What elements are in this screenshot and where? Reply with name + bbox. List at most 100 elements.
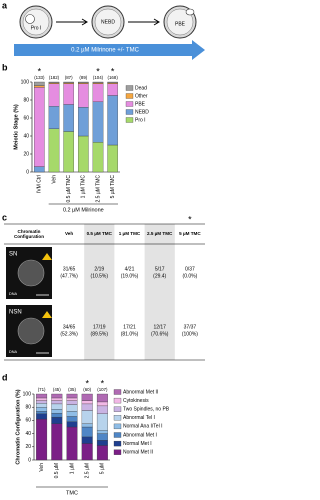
oocyte [94,8,122,36]
figure: a b c d Pro I NEBD PBE 0.2 µM Milrinone … [2,0,205,496]
x-tick-label: 5 µM TMC [110,175,116,199]
bar-segment [34,81,45,86]
bar-segment [92,81,104,84]
oocyte [166,8,194,36]
cell-count: 31/65 [63,266,76,272]
y-tick-label: 0 [28,457,31,463]
bar-segment [96,413,108,431]
polar-body [185,8,195,16]
y-tick-label: 80 [25,405,31,411]
y-tick-label: 40 [25,431,31,437]
legend-label: Abnormal Met II [123,389,158,395]
n-label: (133) [34,75,45,80]
header-text: 2.5 µM TMC [147,231,173,237]
n-label: (104) [93,75,104,80]
legend-label: Normal Ana I/Tel I [123,424,162,430]
legend-swatch [125,85,134,91]
legend-label: Normal Met I [123,441,152,447]
bar-segment [66,416,78,422]
header-cell: 1 µM TMC [118,231,141,237]
y-tick-label: 100 [21,79,30,85]
bar-segment [36,403,48,408]
bar-segment [66,397,78,401]
header-text: Veh [65,231,74,237]
bar-segment [96,401,108,407]
bar-segment [66,404,78,412]
bar-segment [78,81,89,84]
y-tick-label: 60 [23,115,29,121]
cell-count: 4/21 [125,266,135,272]
schematic: Pro I NEBD PBE 0.2 µM Milrinone +/- TMC [14,5,205,60]
legend-label: Two Spindles, no PB [123,407,170,413]
legend-label: Other [135,93,148,99]
cell-count: 17/19 [93,324,106,330]
legend-label: Pro I [135,117,146,123]
nucleus [17,259,45,287]
y-tick-label: 80 [23,97,29,103]
bar-segment [78,135,89,173]
legend-swatch [125,117,134,123]
legend-swatch [113,406,122,412]
y-tick-label: 20 [23,151,29,157]
significance: * [96,66,100,76]
row-label: SN [9,252,17,258]
bar-segment [51,400,63,405]
cell-count: 12/17 [153,324,166,330]
bar-segment [36,411,48,414]
image-label: DNA [9,350,17,354]
panel-label: c [2,212,7,222]
bar-segment [51,403,63,410]
header-cell: 5 µM TMC [179,231,201,236]
panel-label: a [2,0,8,10]
bar-segment [78,107,89,137]
treatment-label: 0.2 µM Milrinone +/- TMC [71,48,140,54]
x-tick-label: Veh [51,175,57,184]
bar-segment [81,426,93,438]
header-text: 1 µM TMC [118,231,141,237]
bar-segment [36,400,48,404]
image-label: DNA [9,292,17,296]
y-tick-label: 0 [26,169,29,175]
bar-segment [63,104,74,132]
bar-segment [51,393,63,399]
bar-segment [36,413,48,420]
column-shade [144,224,175,360]
bar-segment [36,397,48,401]
bar-segment [107,144,118,173]
nucleus [17,317,45,345]
legend-label: PBE [135,101,146,107]
header-cell: 2.5 µM TMC [147,231,173,237]
cell-percent: (47.7%) [60,273,78,279]
n-label: (60) [83,387,91,392]
y-tick-label: 60 [25,418,31,424]
cell-count: 37/37 [184,324,197,330]
legend-swatch [113,423,122,430]
bar-segment [96,405,108,414]
n-label: (182) [49,75,60,80]
bar-segment [81,436,93,444]
cell-label: PBE [175,21,186,27]
cell-count: 34/65 [63,324,76,330]
cell-percent: (10.5%) [91,273,109,279]
column-shade [84,224,115,360]
x-tick-label: Veh [39,463,45,472]
bar-segment [96,433,108,441]
bar-segment [34,166,45,173]
bar-segment [66,411,78,417]
x-tick-label: 0.5 µM TMC [66,175,72,203]
cell-percent: (52.3%) [60,331,78,337]
bar-segment [107,83,118,96]
pointer [42,311,52,318]
bar-segment [48,81,60,84]
cell-count: 0/37 [185,266,195,272]
cell-percent: (89.5%) [91,331,109,337]
n-label: (168) [108,75,119,80]
cell-percent: (100%) [182,331,198,337]
legend-swatch [113,389,122,395]
legend-swatch [125,109,134,115]
panel-label: b [2,62,8,72]
row-label: NSN [9,310,22,316]
bar-segment [81,410,93,424]
panel-label: d [2,372,8,382]
bar-segment [66,400,78,405]
